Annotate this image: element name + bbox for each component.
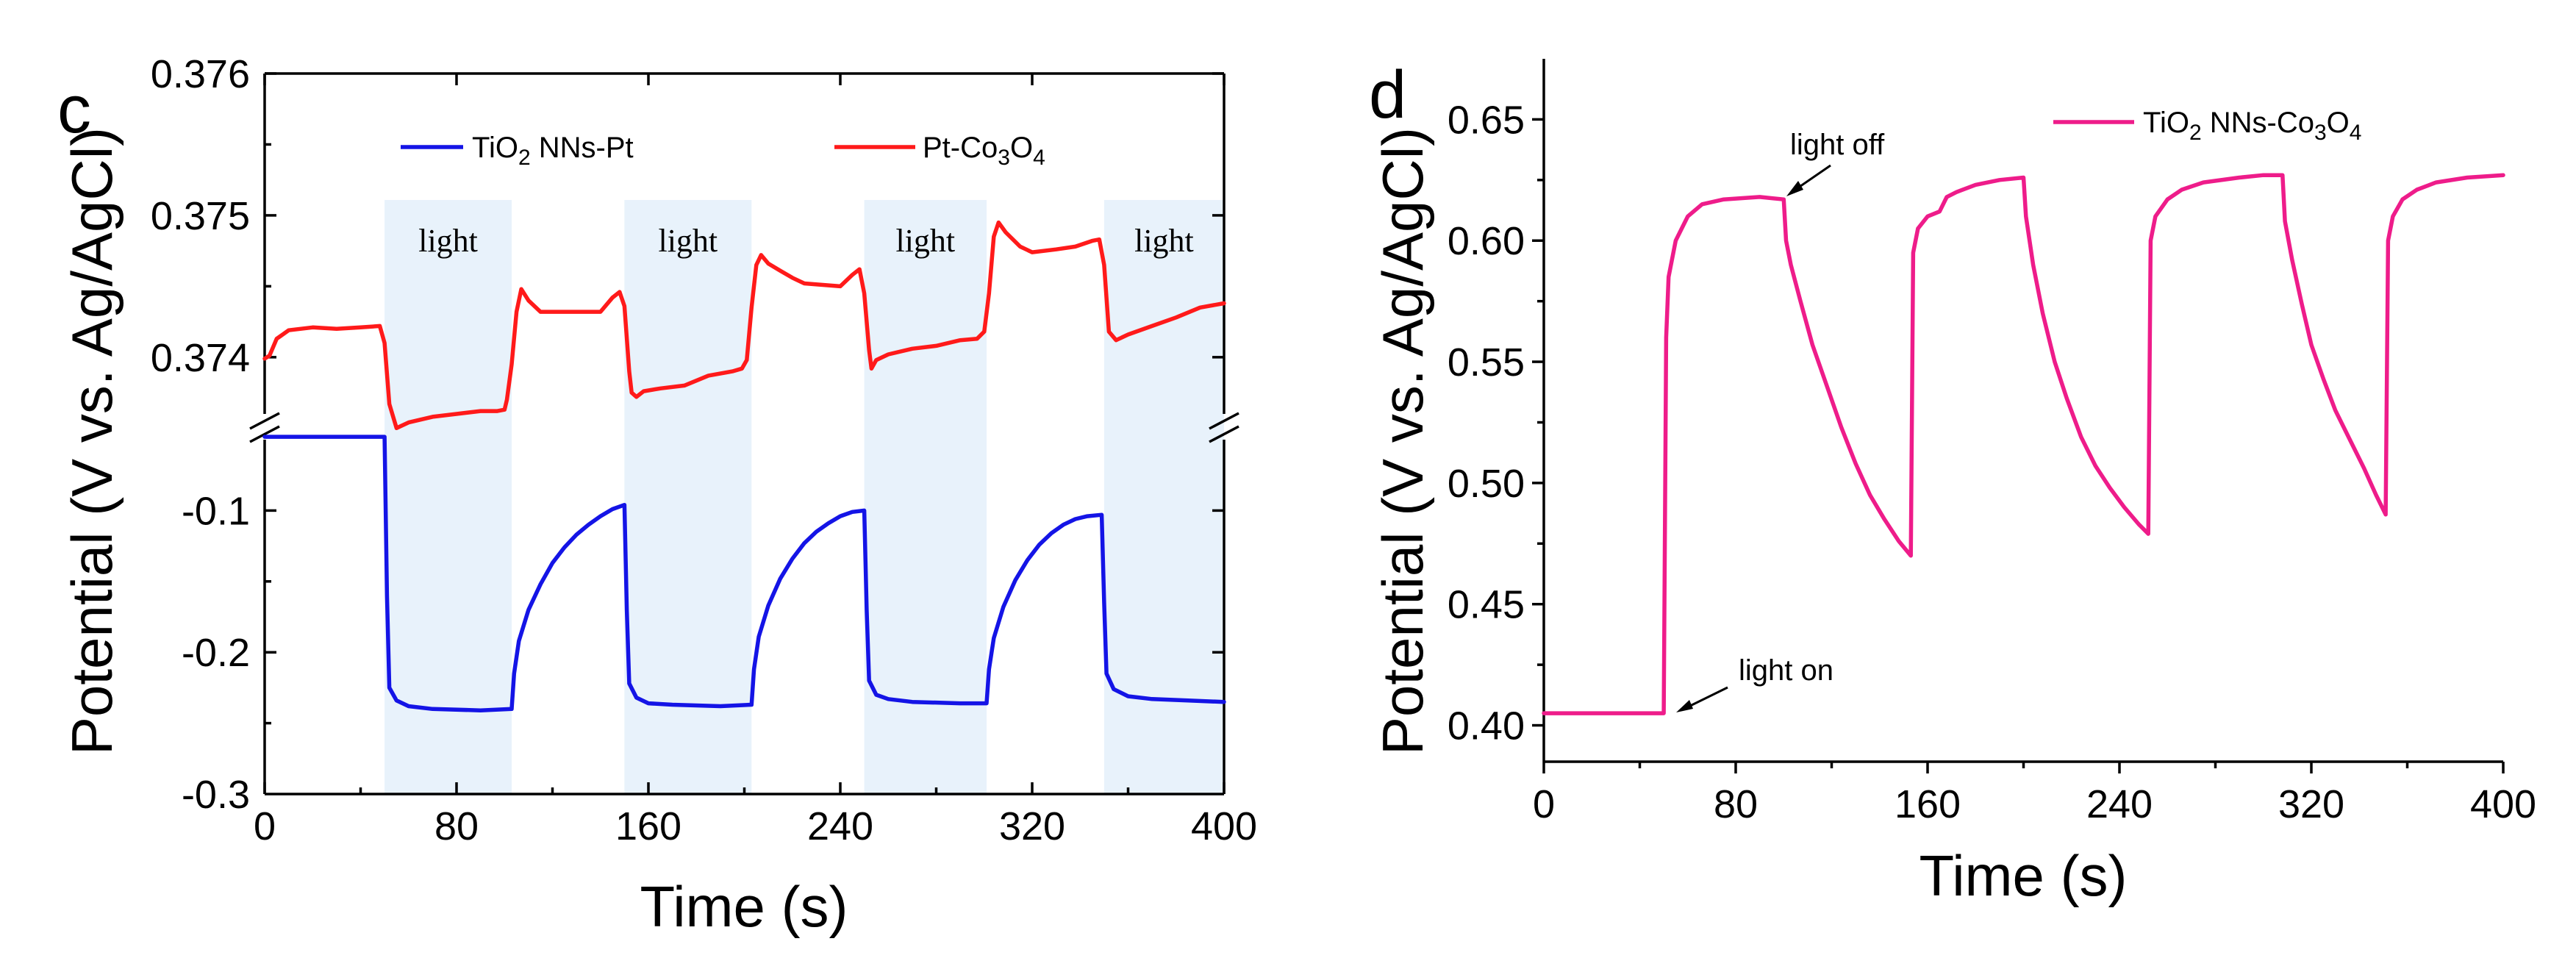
series-line-pt-co3o4 (262, 220, 1226, 431)
c-x-tick-label-320: 320 (999, 804, 1065, 848)
d-y-tick-label-0-50: 0.50 (1448, 462, 1525, 506)
d-x-tick-label-80: 80 (1714, 782, 1758, 826)
panel-label-c: c (57, 72, 91, 147)
c-x-tick-label-240: 240 (807, 804, 873, 848)
c-y-axis-title: Potential (V vs. Ag/AgCl) (60, 127, 124, 755)
d-y-axis-title: Potential (V vs. Ag/AgCl) (1370, 127, 1435, 755)
c-y-tick-label-0-3: -0.3 (182, 773, 250, 817)
d-y-tick-label-0-60: 0.60 (1448, 219, 1525, 263)
annotation-light-off: light off (1790, 129, 1885, 161)
d-y-tick-label-0-65: 0.65 (1448, 98, 1525, 142)
annotation-light-on: light on (1739, 654, 1833, 687)
d-x-tick-label-400: 400 (2470, 782, 2536, 826)
arrow-light-off (1786, 164, 1831, 196)
c-x-tick-group: 0 80 160 240 320 400 (254, 74, 1257, 848)
d-x-tick-label-0: 0 (1533, 782, 1555, 826)
c-x-tick-label-80: 80 (434, 804, 479, 848)
c-x-tick-label-160: 160 (615, 804, 681, 848)
light-label-2: light (658, 223, 718, 259)
d-series-group (1542, 173, 2505, 715)
c-y-tick-label-0-2: -0.2 (182, 631, 250, 675)
d-x-tick-label-160: 160 (1895, 782, 1961, 826)
c-y-tick-label-0-375: 0.375 (151, 194, 250, 238)
c-y-tick-label-0-374: 0.374 (151, 336, 250, 380)
light-label-3: light (895, 223, 955, 259)
light-band-2 (624, 200, 752, 794)
light-band-1 (384, 200, 512, 794)
light-label-4: light (1134, 223, 1194, 259)
light-label-group: light light light light (418, 223, 1194, 259)
panel-c-chart: light light light light 0 80 160 240 320 400 0.3… (57, 52, 1257, 939)
c-y-tick-label-0-376: 0.376 (151, 52, 250, 96)
d-x-tick-label-320: 320 (2278, 782, 2344, 826)
d-x-tick-group: 0 80 160 240 320 400 (1533, 762, 2536, 826)
c-x-axis-title: Time (s) (640, 874, 848, 939)
series-line-tio2-nns-co3o4 (1542, 173, 2505, 715)
c-x-tick-label-0: 0 (254, 804, 276, 848)
c-y-tick-group: 0.374 0.375 0.376 -0.3 -0.2 -0.1 (151, 52, 1224, 817)
panel-d-chart: 0 80 160 240 320 400 0.40 0.45 0.50 0.55 0.60 0.65… (1369, 57, 2536, 908)
d-y-tick-label-0-55: 0.55 (1448, 340, 1525, 385)
d-y-tick-group: 0.40 0.45 0.50 0.55 0.60 0.65 (1448, 98, 1544, 748)
legend-label-pt-co3o4: Pt-Co3O4 (923, 132, 1045, 170)
c-series-group (262, 220, 1226, 712)
c-legend: TiO2 NNs-Pt Pt-Co3O4 (401, 132, 1045, 170)
panel-label-d: d (1369, 57, 1406, 132)
light-band-4 (1103, 200, 1224, 794)
d-y-tick-label-0-40: 0.40 (1448, 704, 1525, 748)
d-x-tick-label-240: 240 (2086, 782, 2153, 826)
d-y-tick-label-0-45: 0.45 (1448, 583, 1525, 627)
c-axis-break-left (249, 412, 280, 443)
legend-label-tio2-nns-co3o4: TiO2 NNs-Co3O4 (2143, 107, 2361, 145)
d-legend: TiO2 NNs-Co3O4 (2053, 107, 2361, 145)
arrow-light-on (1676, 686, 1728, 712)
c-y-tick-label-0-1: -0.1 (182, 489, 250, 533)
light-label-1: light (418, 223, 478, 259)
c-axis-break-right (1209, 412, 1239, 443)
d-x-axis-title: Time (s) (1919, 843, 2127, 908)
legend-label-tio2-nns-pt: TiO2 NNs-Pt (472, 132, 634, 170)
c-x-tick-label-400: 400 (1191, 804, 1257, 848)
light-band-3 (864, 200, 987, 794)
series-line-tio2-nns-pt (262, 435, 1226, 712)
